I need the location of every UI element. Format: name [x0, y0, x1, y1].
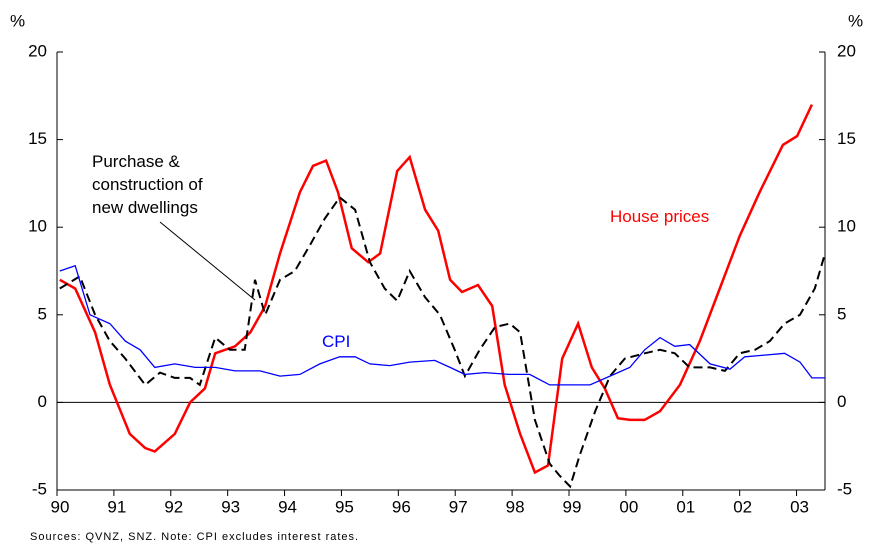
- x-tick-label: 98: [506, 497, 525, 516]
- y-tick-label: 10: [28, 217, 47, 236]
- x-tick-label: 99: [563, 497, 582, 516]
- series-label: Purchase & construction of new dwellings: [92, 152, 203, 217]
- y2-tick-label: 5: [837, 304, 846, 323]
- y2-tick-label: 20: [837, 41, 856, 60]
- annotation-arrow: [159, 221, 256, 301]
- x-tick-label: 96: [392, 497, 411, 516]
- series-line: [59, 195, 826, 489]
- series-line: [59, 104, 814, 475]
- series-label: CPI: [322, 332, 351, 351]
- x-tick-label: 01: [676, 497, 695, 516]
- y2-tick-label: 0: [837, 392, 846, 411]
- x-tick-label: 00: [619, 497, 638, 516]
- y-tick-label: 0: [38, 392, 47, 411]
- x-tick-label: 93: [221, 497, 240, 516]
- x-tick-label: 02: [733, 497, 752, 516]
- y2-tick-label: 15: [837, 129, 856, 148]
- x-tick-label: 92: [164, 497, 183, 516]
- x-tick-label: 90: [51, 497, 70, 516]
- x-tick-label: 91: [107, 497, 126, 516]
- y2-tick-label: 10: [837, 217, 856, 236]
- y-tick-label: 5: [38, 304, 47, 323]
- series-line: [59, 264, 825, 386]
- source-note: Sources: QVNZ, SNZ. Note: CPI excludes i…: [30, 531, 359, 543]
- x-tick-label: 97: [449, 497, 468, 516]
- x-tick-label: 95: [335, 497, 354, 516]
- y-unit-left: %: [10, 11, 25, 30]
- x-tick-label: 03: [790, 497, 809, 516]
- y-tick-label: -5: [32, 479, 47, 498]
- y-tick-label: 20: [28, 41, 47, 60]
- y-tick-label: 15: [28, 129, 47, 148]
- y2-tick-label: -5: [837, 479, 852, 498]
- x-tick-label: 94: [278, 497, 297, 516]
- y-unit-right: %: [848, 11, 863, 30]
- series-label: House prices: [610, 207, 710, 226]
